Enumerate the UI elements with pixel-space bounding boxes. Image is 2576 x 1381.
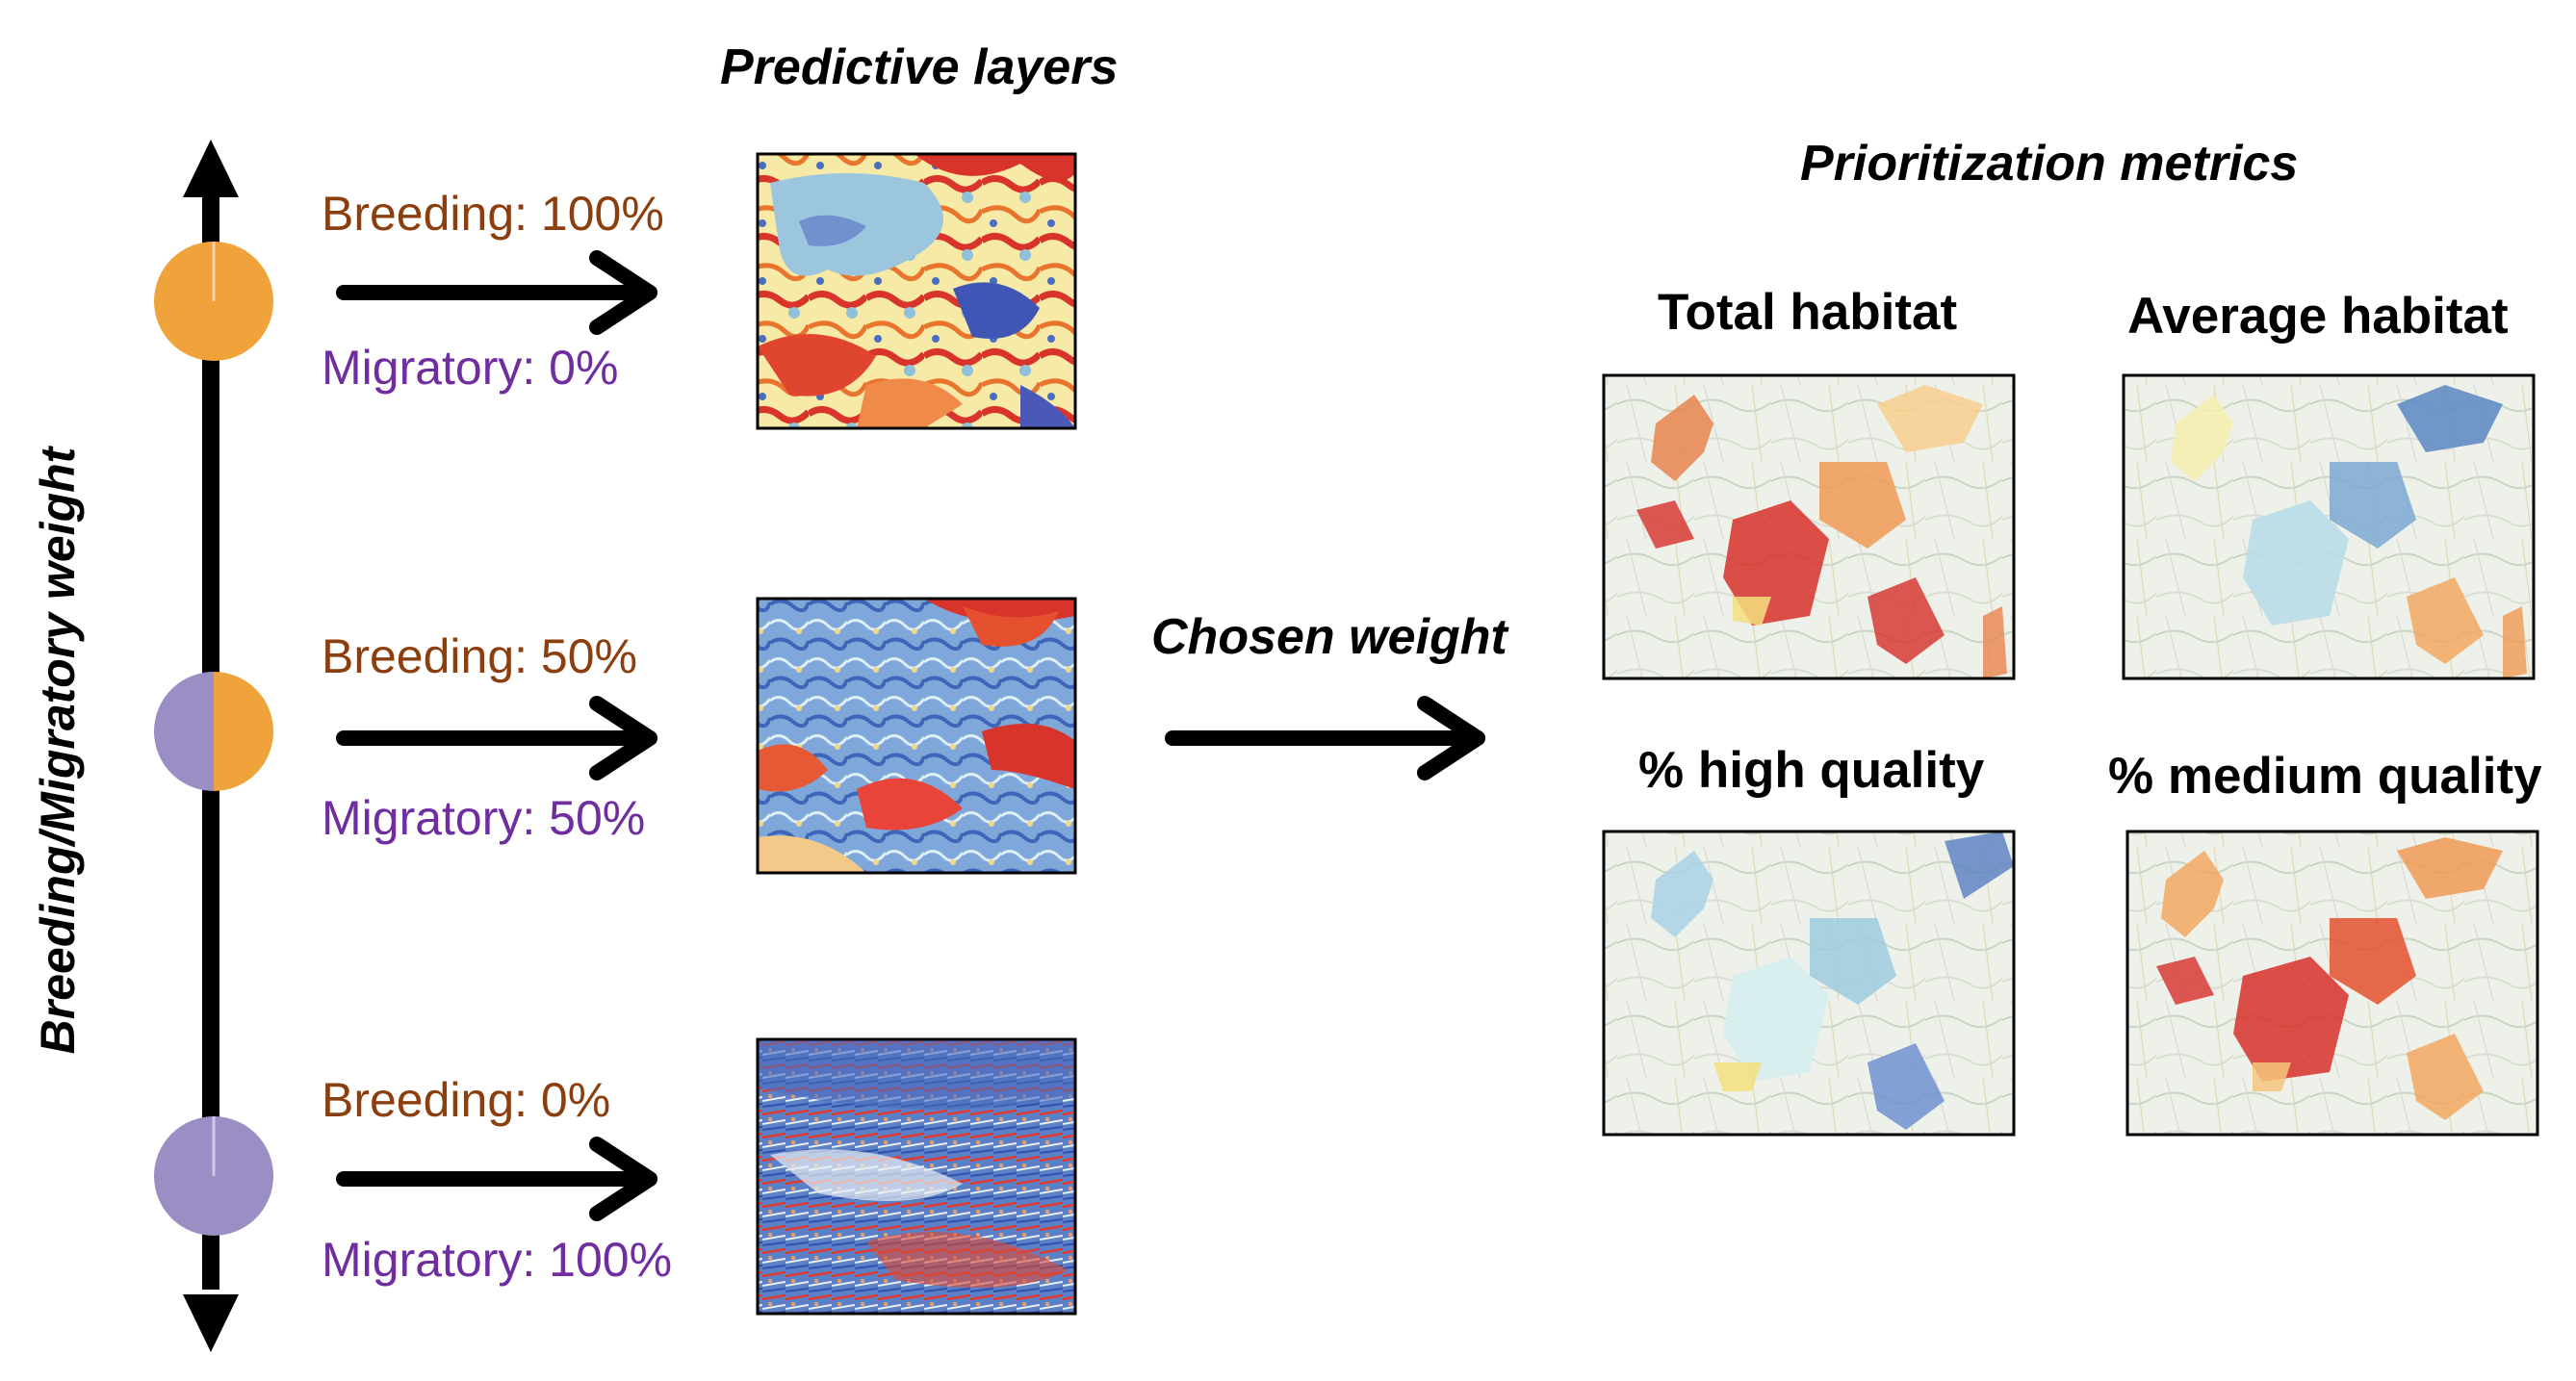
predictive-layer-map-breeding-50 bbox=[758, 599, 1075, 873]
metric-frame-medium-quality bbox=[2125, 830, 2539, 1137]
weight-circle-breeding-50 bbox=[154, 672, 273, 791]
migratory-weight-label-3: Migratory: 100% bbox=[322, 1233, 673, 1287]
predictive-layer-map-breeding-0 bbox=[758, 1039, 1075, 1314]
metric-map-medium-quality bbox=[2127, 831, 2537, 1135]
row-arrow-3 bbox=[336, 1137, 657, 1221]
weight-circle-breeding-100 bbox=[154, 242, 273, 361]
metric-map-high-quality bbox=[1604, 831, 2014, 1135]
metric-map-total-habitat bbox=[1604, 375, 2014, 678]
breeding-weight-label-1: Breeding: 100% bbox=[322, 187, 664, 241]
predictive-layer-map-breeding-100 bbox=[758, 154, 1075, 428]
predictive-layer-frame-3 bbox=[756, 1037, 1077, 1316]
row-arrow-1 bbox=[336, 250, 657, 335]
metric-frame-average-habitat bbox=[2122, 373, 2536, 680]
metric-frame-high-quality bbox=[1602, 830, 2016, 1137]
prioritization-metrics-title: Prioritization metrics bbox=[1800, 136, 2299, 192]
breeding-weight-label-3: Breeding: 0% bbox=[322, 1073, 611, 1127]
migratory-weight-label-1: Migratory: 0% bbox=[322, 341, 619, 395]
predictive-layers-title: Predictive layers bbox=[720, 39, 1119, 95]
metric-frame-total-habitat bbox=[1602, 373, 2016, 680]
weight-axis-label: Breeding/Migratory weight bbox=[31, 447, 85, 1055]
chosen-weight-arrow bbox=[1165, 696, 1485, 780]
chosen-weight-label: Chosen weight bbox=[1151, 609, 1507, 665]
metric-title-total-habitat: Total habitat bbox=[1658, 284, 1958, 341]
predictive-layer-frame-1 bbox=[756, 152, 1077, 430]
breeding-weight-label-2: Breeding: 50% bbox=[322, 629, 638, 683]
predictive-layer-frame-2 bbox=[756, 597, 1077, 875]
metric-title-high-quality: % high quality bbox=[1638, 742, 1985, 799]
metric-title-average-habitat: Average habitat bbox=[2127, 288, 2509, 345]
axis-arrowhead-down bbox=[183, 1294, 239, 1352]
metric-map-average-habitat bbox=[2124, 375, 2534, 678]
metric-title-medium-quality: % medium quality bbox=[2108, 748, 2542, 805]
row-arrow-2 bbox=[336, 696, 657, 780]
weight-circle-breeding-0 bbox=[154, 1116, 273, 1236]
migratory-weight-label-2: Migratory: 50% bbox=[322, 791, 646, 845]
axis-arrowhead-up bbox=[183, 140, 239, 197]
